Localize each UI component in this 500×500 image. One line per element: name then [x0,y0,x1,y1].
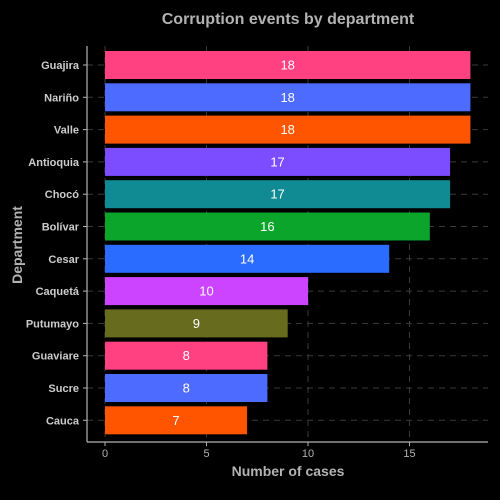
category-label: Caquetá [36,286,80,298]
bar-value-label: 17 [270,187,284,202]
x-tick-label: 15 [403,448,415,460]
x-axis-title: Number of cases [232,463,345,479]
bar-value-label: 18 [280,58,294,73]
category-label: Putumayo [26,318,79,330]
bar [105,180,451,209]
bar-value-label: 8 [183,348,190,363]
category-label: Guaviare [32,351,79,363]
x-tick-label: 10 [302,448,314,460]
bar-value-label: 7 [172,413,179,428]
bar-value-label: 18 [280,90,294,105]
bar-value-label: 17 [270,154,284,169]
axes [86,46,488,443]
x-tick-label: 5 [203,448,209,460]
bar-value-label: 16 [260,219,274,234]
bar [105,83,471,112]
bars [105,51,471,435]
y-axis-title: Department [9,206,25,284]
category-label: Cesar [48,254,79,266]
bar-value-label: 14 [240,251,254,266]
category-label: Nariño [44,92,79,104]
chart-title: Corruption events by department [162,11,415,28]
bar-value-label: 18 [280,122,294,137]
category-label: Antioquia [28,157,80,169]
category-label: Valle [54,125,79,137]
bar [105,341,268,370]
bar-value-label: 9 [193,316,200,331]
category-label: Bolívar [42,222,80,234]
x-tick-label: 0 [102,448,108,460]
category-label: Sucre [48,383,79,395]
bar [105,406,248,435]
bar [105,374,268,402]
bar [105,277,308,306]
bar [105,147,451,176]
bar-value-label: 10 [199,284,213,299]
bar [105,244,390,273]
category-label: Guajira [41,60,80,72]
category-label: Cauca [46,415,80,427]
bar-value-label: 8 [183,381,190,396]
category-label: Chocó [45,189,80,201]
bar [105,115,471,144]
bar [105,309,288,338]
ticks [83,64,410,446]
labels: 18 Guajira 18 Nariño 18 Valle 17 Antioquia 17 Cho… [26,58,416,461]
bar [105,51,471,79]
bar [105,212,430,241]
